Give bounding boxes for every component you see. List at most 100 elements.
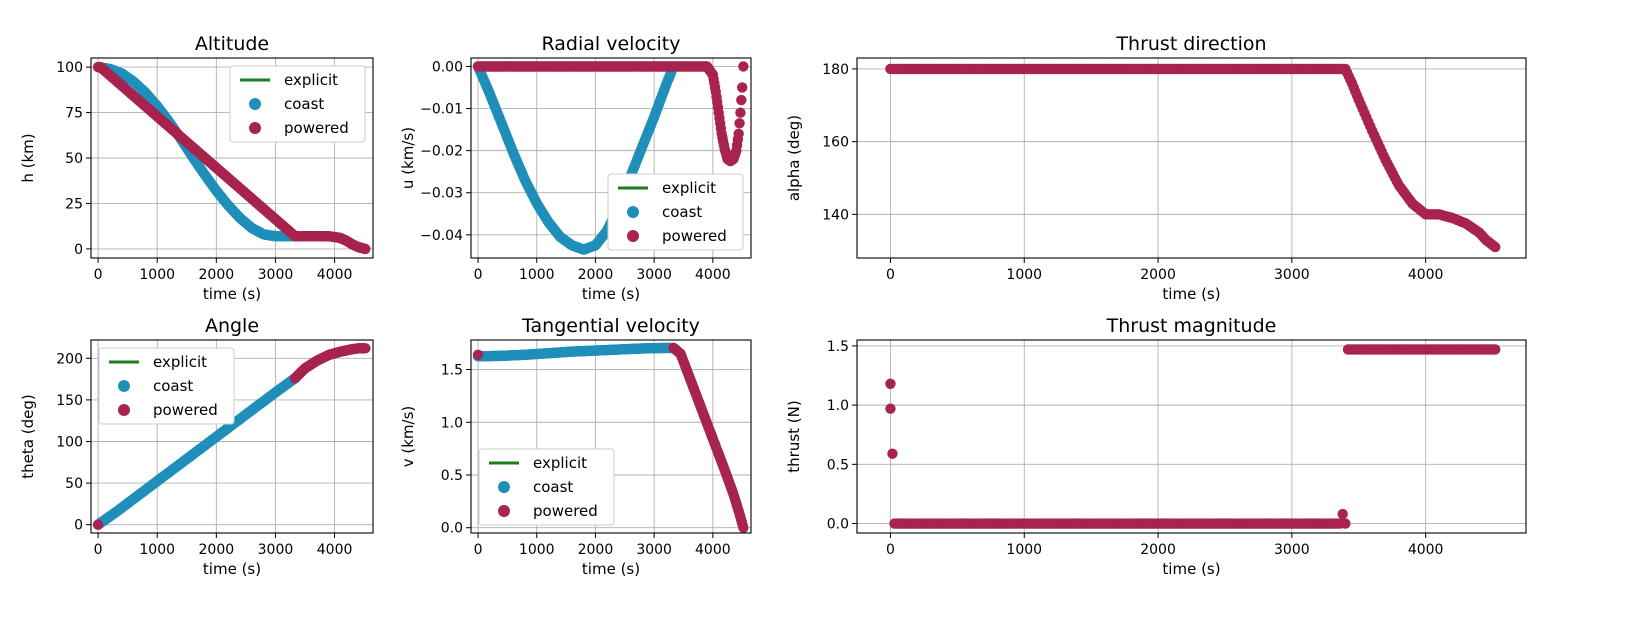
powered-point [360, 243, 371, 255]
powered-point [887, 448, 898, 459]
y-axis-label: thrust (N) [785, 400, 803, 472]
y-tick-label: 75 [65, 106, 83, 122]
x-tick-label: 0 [94, 542, 103, 558]
panel-angle: 0 1000 2000 3000 4000 0 50 100 150 200 Angle time (… [19, 315, 374, 578]
y-tick-label: 50 [65, 151, 83, 167]
legend-powered-label: powered [153, 401, 218, 419]
x-tick-label: 0 [474, 267, 483, 283]
y-axis-label: theta (deg) [19, 394, 37, 478]
x-tick-label: 2000 [199, 267, 235, 283]
series-points [92, 61, 371, 255]
powered-point [1490, 241, 1501, 253]
x-tick-label: 1000 [519, 267, 555, 283]
legend-frame [229, 65, 366, 143]
y-tick-label: 50 [65, 476, 83, 492]
legend-powered-label: powered [284, 119, 349, 137]
y-tick-label: 25 [65, 196, 83, 212]
panel-title: Radial velocity [542, 33, 681, 55]
legend-explicit-label: explicit [662, 179, 716, 197]
x-tick-label: 1000 [519, 542, 555, 558]
legend-frame [607, 173, 744, 251]
axes-frame [90, 339, 374, 534]
panel-radial-velocity: 0 1000 2000 3000 4000 0.00 −0.01 −0.02 −0.03 −0.0… [399, 33, 752, 303]
axes-frame [470, 57, 752, 259]
powered-point [738, 61, 749, 72]
legend-powered-swatch [249, 122, 261, 134]
x-tick-label: 1000 [1006, 542, 1042, 558]
powered-point [885, 403, 896, 414]
legend-explicit-label: explicit [284, 71, 338, 89]
x-axis-label: time (s) [582, 560, 640, 578]
y-tick-label: 1.5 [441, 363, 463, 379]
x-tick-label: 1000 [139, 267, 175, 283]
y-tick-label: 140 [822, 207, 849, 223]
x-tick-label: 1000 [1006, 267, 1042, 283]
y-tick-label: 0 [74, 518, 83, 534]
panel-title: Altitude [195, 33, 269, 55]
x-tick-label: 0 [474, 542, 483, 558]
powered-point [92, 519, 104, 530]
legend-coast-swatch [249, 98, 261, 110]
legend: explicit coast powered [98, 347, 235, 425]
legend-coast-label: coast [153, 377, 193, 395]
x-axis-label: time (s) [582, 285, 640, 303]
powered-point [735, 107, 746, 118]
y-axis-label: h (km) [19, 133, 37, 182]
x-tick-label: 4000 [1408, 542, 1444, 558]
panel-title: Thrust direction [1115, 33, 1266, 55]
y-tick-label: 0.5 [441, 468, 463, 484]
powered-point [472, 349, 484, 360]
y-tick-label: 1.0 [827, 398, 849, 414]
x-tick-label: 4000 [317, 542, 353, 558]
powered-point [1337, 508, 1348, 520]
panel-title: Thrust magnitude [1106, 315, 1277, 337]
legend-frame [98, 347, 235, 425]
x-tick-label: 2000 [1140, 542, 1176, 558]
y-tick-label: 0.5 [827, 457, 849, 473]
x-tick-label: 4000 [1408, 267, 1444, 283]
legend-powered-label: powered [533, 502, 598, 520]
powered-point [736, 94, 747, 106]
x-tick-label: 1000 [139, 542, 175, 558]
y-axis-label: alpha (deg) [785, 115, 803, 201]
y-axis-label: u (km/s) [399, 127, 417, 189]
legend-coast-swatch [118, 380, 130, 392]
y-tick-label: 100 [56, 434, 83, 450]
x-tick-label: 4000 [317, 267, 353, 283]
legend-powered-swatch [627, 230, 639, 242]
powered-point [1490, 344, 1501, 355]
series-points [472, 61, 749, 255]
y-tick-label: 180 [822, 62, 849, 78]
axes-frame [856, 339, 1527, 534]
x-axis-label: time (s) [1162, 560, 1220, 578]
legend-powered-swatch [498, 505, 510, 517]
axes-frame [470, 339, 752, 534]
x-tick-label: 4000 [695, 542, 731, 558]
y-tick-label: −0.01 [420, 102, 463, 118]
x-tick-label: 3000 [258, 542, 294, 558]
y-tick-label: 0.0 [827, 517, 849, 533]
x-tick-label: 2000 [1140, 267, 1176, 283]
y-axis-label: v (km/s) [399, 406, 417, 468]
legend-explicit-label: explicit [533, 454, 587, 472]
x-axis-label: time (s) [1162, 285, 1220, 303]
powered-point [733, 128, 744, 139]
x-tick-label: 3000 [636, 267, 672, 283]
series-points [885, 344, 1501, 529]
panel-title: Tangential velocity [521, 315, 700, 337]
x-axis-label: time (s) [203, 285, 261, 303]
y-tick-label: 0 [74, 242, 83, 258]
panel-thrust-direction: 0 1000 2000 3000 4000 140 160 180 Thrust directi… [785, 33, 1527, 303]
axes-frame [856, 57, 1527, 259]
y-tick-label: 1.5 [827, 339, 849, 355]
x-tick-label: 2000 [578, 542, 614, 558]
series-points [472, 342, 749, 533]
legend: explicit coast powered [607, 173, 744, 251]
powered-point [360, 343, 371, 354]
y-tick-label: −0.02 [420, 144, 463, 160]
panel-thrust-magnitude: 0 1000 2000 3000 4000 0.0 0.5 1.0 1.5 Thrust magn… [785, 315, 1527, 578]
x-tick-label: 2000 [199, 542, 235, 558]
axes-frame [90, 57, 374, 259]
legend-frame [478, 448, 615, 526]
